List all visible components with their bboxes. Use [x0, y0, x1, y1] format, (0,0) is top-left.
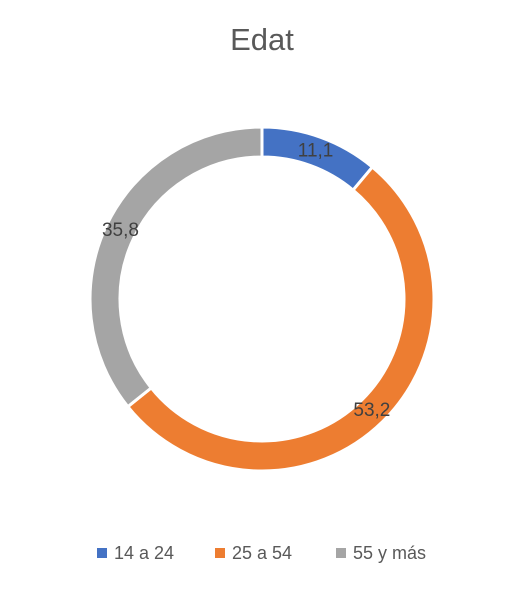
legend-label: 14 a 24 [114, 543, 174, 563]
data-label: 35,8 [102, 220, 139, 241]
donut-slice [125, 164, 436, 473]
legend-swatch [215, 548, 225, 558]
chart-title: Edat [230, 22, 294, 57]
data-label: 53,2 [353, 400, 390, 421]
legend-label: 25 a 54 [232, 543, 292, 563]
legend-swatch [336, 548, 346, 558]
donut-slice [88, 125, 264, 409]
legend-label: 55 y más [353, 543, 426, 563]
data-label: 11,1 [298, 140, 334, 161]
legend-swatch [97, 548, 107, 558]
